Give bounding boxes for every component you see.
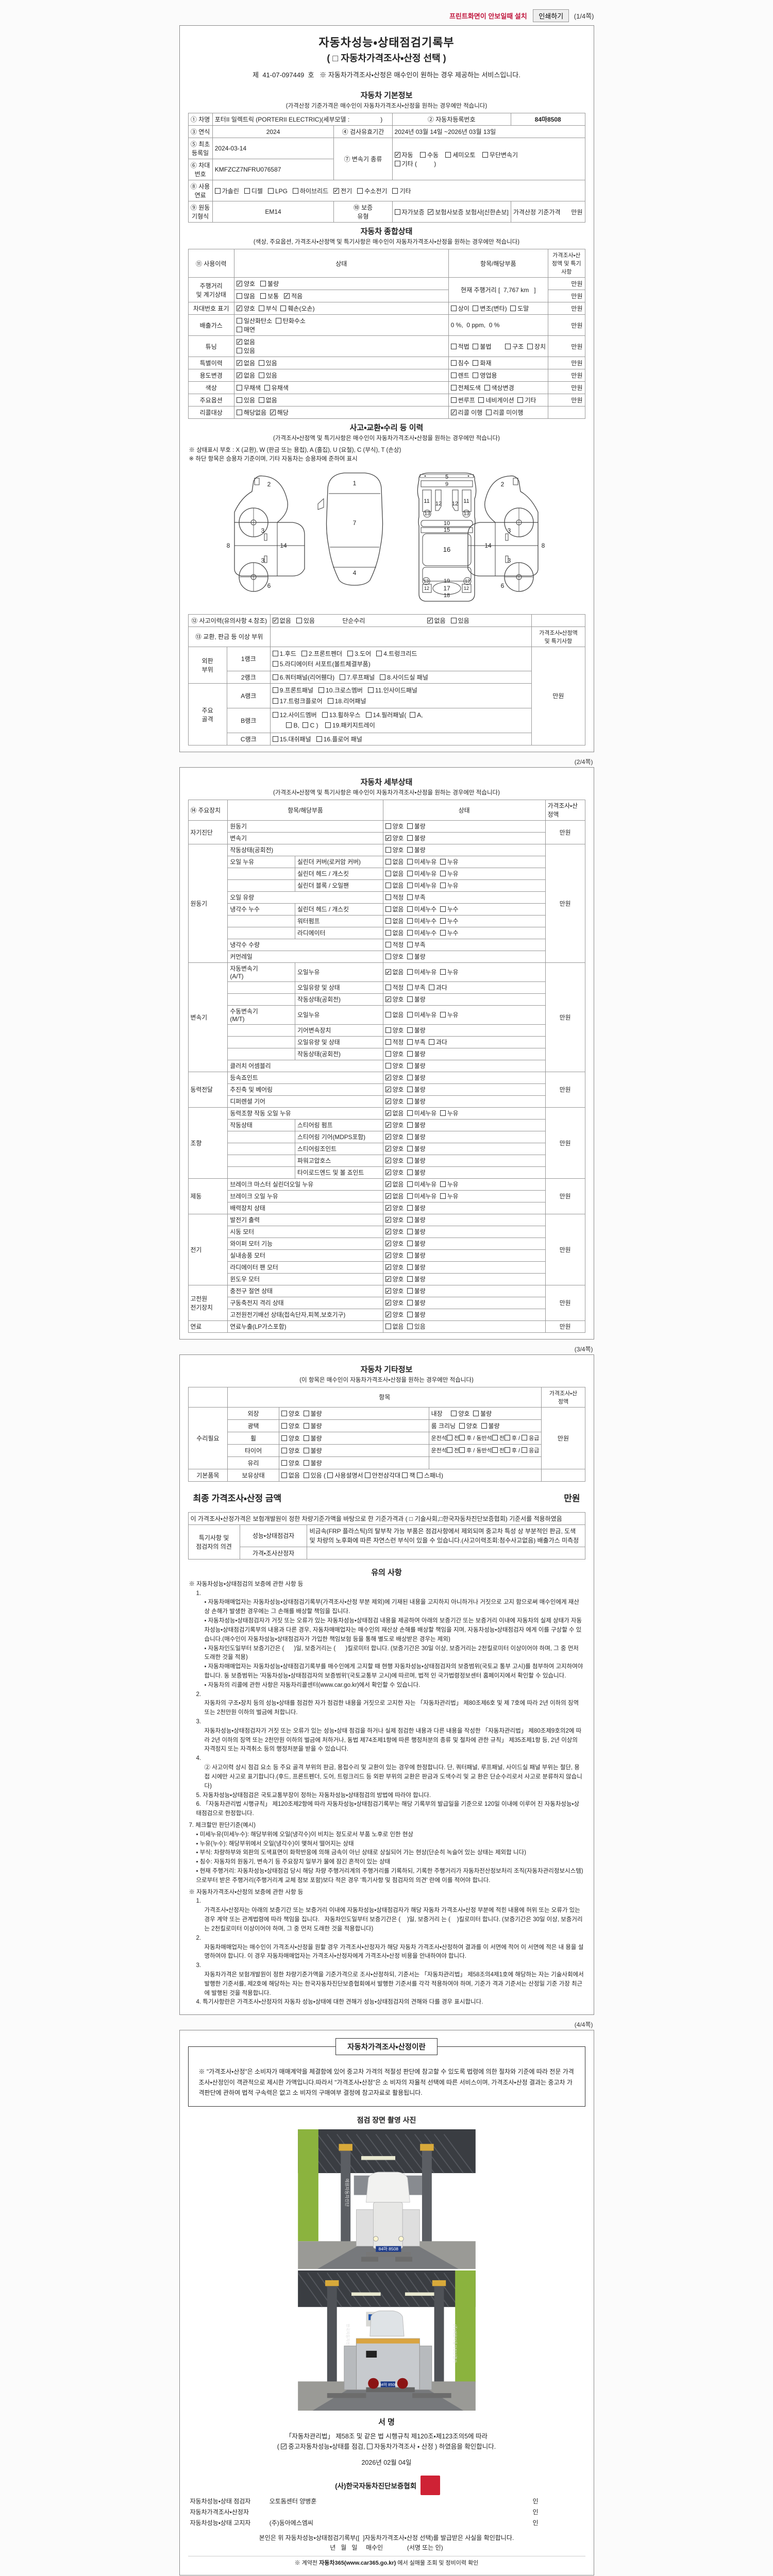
svg-text:18: 18 [444, 592, 450, 599]
svg-text:10: 10 [444, 520, 450, 527]
svg-text:6: 6 [267, 582, 271, 589]
svg-text:84마 8508: 84마 8508 [379, 2382, 396, 2387]
svg-text:3: 3 [261, 527, 265, 534]
svg-text:3: 3 [261, 557, 265, 564]
svg-text:11: 11 [424, 498, 429, 504]
svg-text:12: 12 [452, 501, 458, 507]
svg-text:14: 14 [484, 542, 492, 549]
svg-text:1: 1 [353, 480, 357, 487]
svg-text:84마 8508: 84마 8508 [378, 2247, 398, 2252]
svg-text:(주)예원자동차진단명가: (주)예원자동차진단명가 [452, 2325, 458, 2363]
svg-text:16: 16 [443, 546, 450, 553]
svg-text:13: 13 [463, 511, 469, 517]
svg-text:2: 2 [501, 481, 505, 488]
svg-text:13: 13 [465, 579, 470, 584]
svg-text:3: 3 [508, 527, 511, 534]
svg-text:8: 8 [227, 542, 230, 549]
svg-text:12: 12 [435, 501, 442, 507]
svg-text:예원자동차진단: 예원자동차진단 [344, 2179, 349, 2207]
svg-text:13: 13 [424, 511, 430, 517]
svg-text:11: 11 [463, 498, 469, 504]
svg-text:3: 3 [508, 557, 511, 564]
svg-text:4: 4 [353, 569, 357, 577]
svg-text:5: 5 [445, 474, 448, 480]
svg-text:6: 6 [501, 582, 505, 589]
svg-text:17: 17 [443, 585, 450, 592]
svg-text:12: 12 [464, 586, 469, 591]
svg-text:14: 14 [280, 542, 287, 549]
svg-text:13: 13 [424, 579, 429, 584]
svg-text:2: 2 [267, 481, 271, 488]
svg-text:7: 7 [353, 519, 357, 527]
svg-text:12: 12 [424, 586, 429, 591]
svg-text:15: 15 [444, 527, 450, 533]
svg-text:19: 19 [444, 578, 450, 584]
svg-text:9: 9 [445, 481, 448, 487]
svg-text:8: 8 [542, 542, 545, 549]
